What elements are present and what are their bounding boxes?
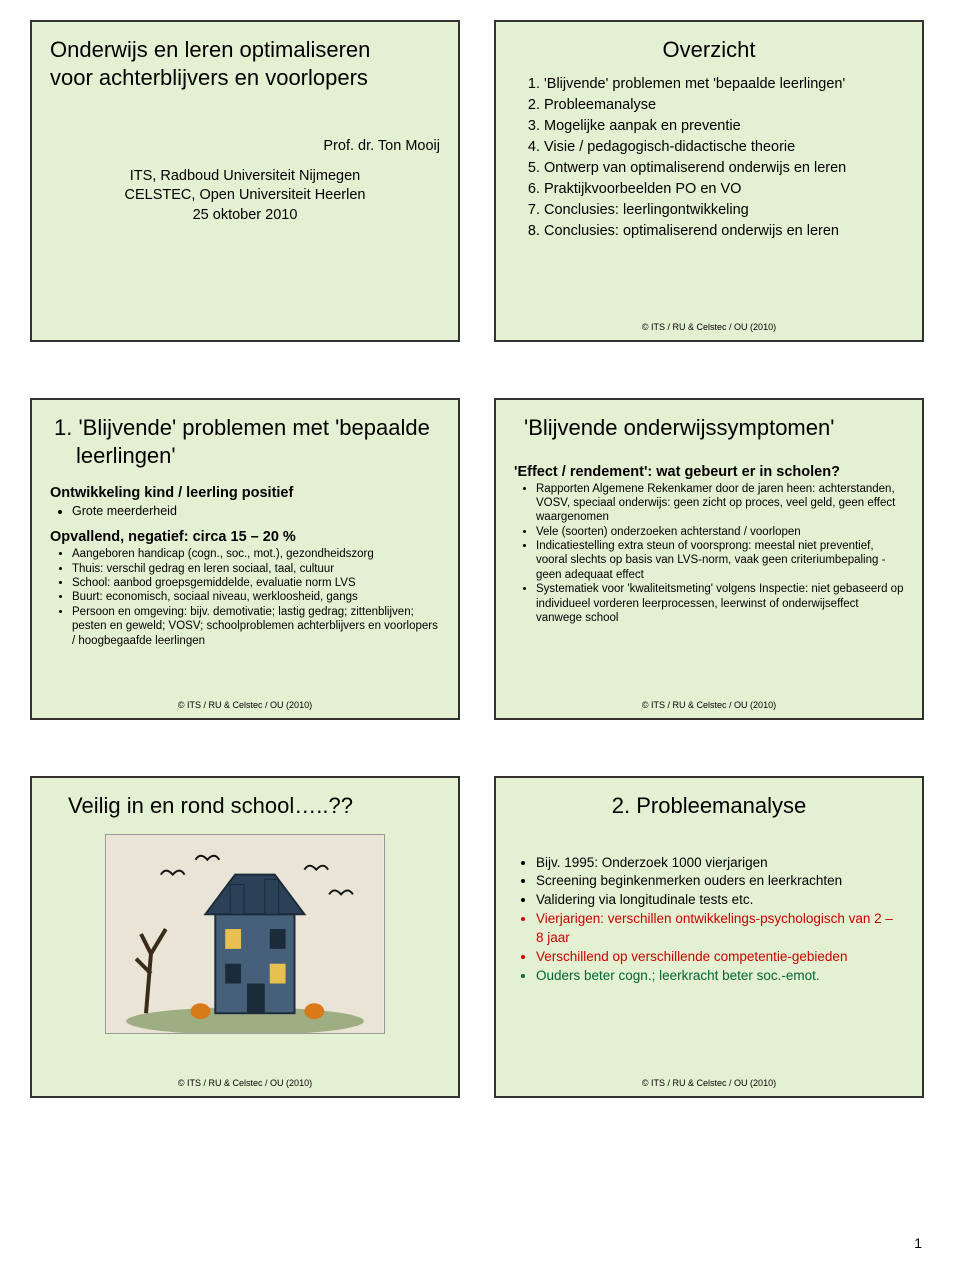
heading: 'Blijvende onderwijssymptomen' [514,414,904,442]
list-item: Persoon en omgeving: bijv. demotivatie; … [72,605,440,648]
list-item: Visie / pedagogisch-didactische theorie [544,137,904,158]
copyright: © ITS / RU & Celstec / OU (2010) [496,322,922,332]
aff-2: CELSTEC, Open Universiteit Heerlen [125,187,366,203]
bullet-list: Bijv. 1995: Onderzoek 1000 vierjarigen S… [514,854,904,986]
page-number: 1 [914,1235,922,1251]
slide-analysis: 2. Probleemanalyse Bijv. 1995: Onderzoek… [494,776,924,1098]
list-item: Indicatiestelling extra steun of voorspr… [536,539,904,582]
list-item: School: aanbod groepsgemiddelde, evaluat… [72,576,440,590]
list-item: Thuis: verschil gedrag en leren sociaal,… [72,562,440,576]
subheading: Opvallend, negatief: circa 15 – 20 % [50,529,440,545]
list-item: Vele (soorten) onderzoeken achterstand /… [536,525,904,539]
list-item: Rapporten Algemene Rekenkamer door de ja… [536,482,904,525]
heading: Onderwijs en leren optimaliseren voor ac… [50,36,440,91]
list-item: Verschillend op verschillende competenti… [536,948,904,967]
heading: Veilig in en rond school…..?? [50,792,440,820]
slide-title: Onderwijs en leren optimaliseren voor ac… [30,20,460,342]
aff-1: ITS, Radboud Universiteit Nijmegen [130,168,361,184]
list-item: Systematiek voor 'kwaliteitsmeting' volg… [536,582,904,625]
haunted-house-icon [105,834,385,1034]
subheading: Ontwikkeling kind / leerling positief [50,485,440,501]
title-line-1: Onderwijs en leren optimaliseren [50,37,370,62]
list-item: Probleemanalyse [544,95,904,116]
list-item: Vierjarigen: verschillen ontwikkelings-p… [536,910,904,948]
subheading: 'Effect / rendement': wat gebeurt er in … [514,464,904,480]
bullet-list: Aangeboren handicap (cogn., soc., mot.),… [50,547,440,648]
list-item: Buurt: economisch, sociaal niveau, werkl… [72,590,440,604]
copyright: © ITS / RU & Celstec / OU (2010) [32,700,458,710]
list-item: Validering via longitudinale tests etc. [536,891,904,910]
list-item: Ouders beter cogn.; leerkracht beter soc… [536,967,904,986]
list-item: Ontwerp van optimaliserend onderwijs en … [544,158,904,179]
heading: Overzicht [514,36,904,64]
heading: 1. 'Blijvende' problemen met 'bepaalde l… [50,414,440,469]
slide-safety: Veilig in en rond school…..?? [30,776,460,1098]
copyright: © ITS / RU & Celstec / OU (2010) [496,1078,922,1088]
overview-list: 'Blijvende' problemen met 'bepaalde leer… [514,74,904,242]
list-item: Conclusies: optimaliserend onderwijs en … [544,221,904,242]
list-item: Conclusies: leerlingontwikkeling [544,200,904,221]
list-item: Mogelijke aanpak en preventie [544,116,904,137]
illustration-wrap [50,834,440,1034]
copyright: © ITS / RU & Celstec / OU (2010) [32,1078,458,1088]
slide-grid: Onderwijs en leren optimaliseren voor ac… [30,20,930,1098]
copyright: © ITS / RU & Celstec / OU (2010) [496,700,922,710]
list-item: Aangeboren handicap (cogn., soc., mot.),… [72,547,440,561]
title-line-2: voor achterblijvers en voorlopers [50,65,368,90]
heading: 2. Probleemanalyse [514,792,904,820]
aff-3: 25 oktober 2010 [193,207,298,223]
list-item: Grote meerderheid [72,503,440,519]
list-item: Praktijkvoorbeelden PO en VO [544,179,904,200]
slide-symptoms: 'Blijvende onderwijssymptomen' 'Effect /… [494,398,924,720]
author-line: Prof. dr. Ton Mooij [50,137,440,157]
bullet-list: Grote meerderheid [50,503,440,519]
list-item: Screening beginkenmerken ouders en leerk… [536,872,904,891]
affiliation: ITS, Radboud Universiteit Nijmegen CELST… [50,167,440,226]
list-item: Bijv. 1995: Onderzoek 1000 vierjarigen [536,854,904,873]
slide-problems: 1. 'Blijvende' problemen met 'bepaalde l… [30,398,460,720]
slide-overview: Overzicht 'Blijvende' problemen met 'bep… [494,20,924,342]
bullet-list: Rapporten Algemene Rekenkamer door de ja… [514,482,904,626]
list-item: 'Blijvende' problemen met 'bepaalde leer… [544,74,904,95]
